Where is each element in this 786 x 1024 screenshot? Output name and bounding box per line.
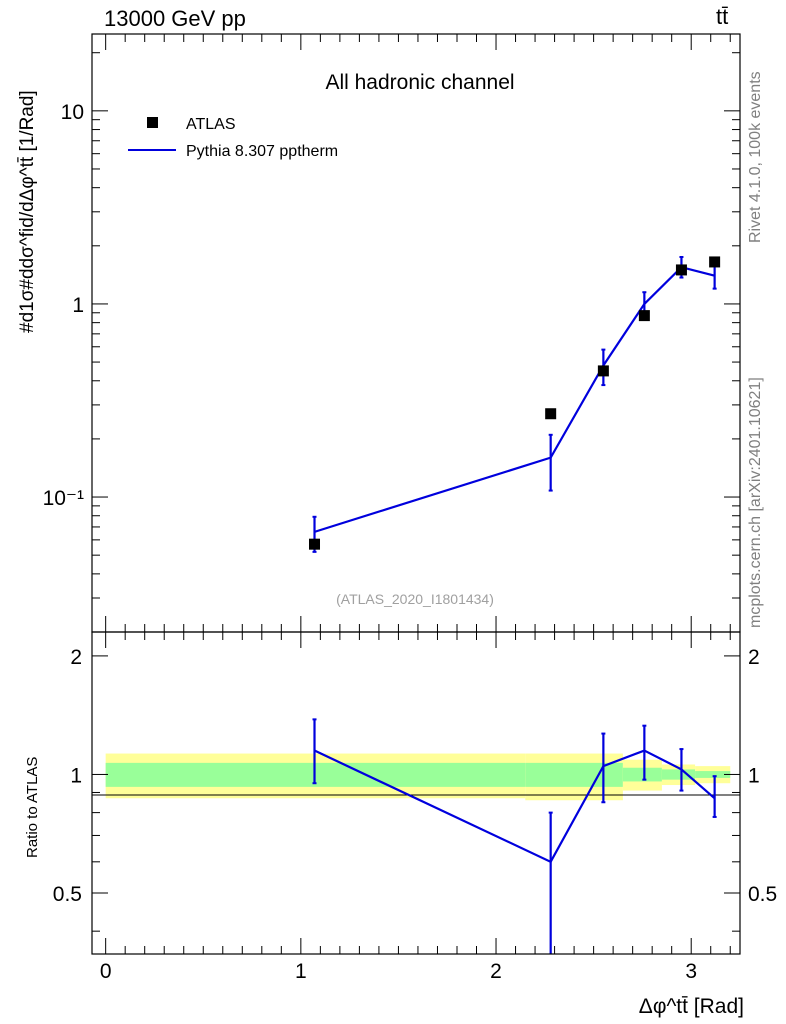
legend-atlas-marker <box>147 117 158 128</box>
main-y-axis-label: #d1σ#ddσ^fid/dΔφ^tt̄ [1/Rad] <box>17 90 38 333</box>
ratio-line <box>314 749 716 864</box>
ratio-y-tick-label: 2 <box>70 646 82 669</box>
main-y-tick-label: 10 <box>61 101 84 124</box>
atlas-data-point <box>709 256 721 268</box>
main-y-tick-label: 10⁻¹ <box>43 487 84 510</box>
x-tick-label: 3 <box>685 960 697 983</box>
ratio-series <box>312 718 717 954</box>
atlas-data-point <box>545 408 557 420</box>
main-y-tick-label: 1 <box>72 294 84 317</box>
x-tick-label: 0 <box>100 960 112 983</box>
legend-atlas-label: ATLAS <box>186 116 236 133</box>
mcplots-label: mcplots.cern.ch [arXiv:2401.10621] <box>747 377 764 628</box>
ratio-band-inner <box>578 762 623 787</box>
x-tick-label: 2 <box>490 960 502 983</box>
ratio-y-tick-label-right: 2 <box>748 646 760 669</box>
ratio-band-inner <box>525 762 578 787</box>
legend-pythia-label: Pythia 8.307 pptherm <box>186 143 338 160</box>
rivet-version-label: Rivet 4.1.0, 100k events <box>747 71 764 243</box>
main-panel: 10 1 10⁻¹ All hadronic channel (ATLAS_2020… <box>17 33 741 633</box>
ratio-y-axis-label: Ratio to ATLAS <box>24 757 41 858</box>
ratio-y-tick-label: 1 <box>70 764 82 787</box>
ratio-panel: 2 2 1 1 0.5 0.5 0 1 2 3 Ratio to ATLAS Δφ^tt̄ [R… <box>24 631 777 1018</box>
x-axis-label: Δφ^tt̄ [Rad] <box>639 995 744 1018</box>
ratio-band-inner <box>622 767 662 782</box>
process-label: tt̄ <box>716 4 729 29</box>
atlas-data-point <box>638 310 650 322</box>
ratio-band-inner <box>661 769 696 780</box>
main-axis-ticks <box>92 34 740 633</box>
energy-label: 13000 GeV pp <box>104 6 246 31</box>
x-tick-labels: 0 1 2 3 <box>100 960 697 983</box>
mc-line <box>314 265 715 533</box>
ratio-axis-ticks <box>92 632 740 954</box>
main-series <box>309 256 721 553</box>
legend: ATLAS Pythia 8.307 pptherm <box>128 116 338 160</box>
ratio-frame <box>91 631 741 955</box>
main-y-tick-labels: 10 1 10⁻¹ <box>43 101 84 510</box>
atlas-data-point <box>675 264 687 276</box>
x-tick-label: 1 <box>295 960 307 983</box>
ratio-y-tick-labels: 2 2 1 1 0.5 0.5 <box>53 646 777 906</box>
ratio-y-tick-label: 0.5 <box>53 883 82 906</box>
ratio-bands <box>105 753 731 801</box>
atlas-data-point <box>309 538 321 550</box>
atlas-data-point <box>597 365 609 377</box>
ratio-band-inner <box>695 771 731 778</box>
ratio-y-tick-label-right: 0.5 <box>748 883 777 906</box>
ratio-y-tick-label-right: 1 <box>748 764 760 787</box>
analysis-watermark: (ATLAS_2020_I1801434) <box>336 591 494 607</box>
chart-title: All hadronic channel <box>325 71 514 94</box>
